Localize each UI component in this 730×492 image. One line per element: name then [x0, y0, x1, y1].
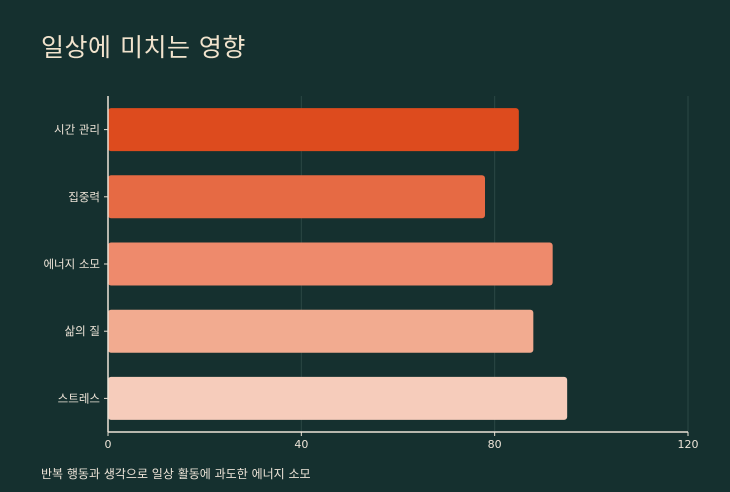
bar-2 — [108, 175, 485, 219]
bar-1 — [108, 108, 519, 152]
category-label-1: 시간 관리 — [54, 123, 100, 137]
category-label-2: 집중력 — [68, 190, 100, 204]
x-tick-label-120: 120 — [678, 438, 699, 451]
bar-4 — [108, 309, 534, 353]
x-tick-label-40: 40 — [294, 438, 308, 451]
chart-title: 일상에 미치는 영향 — [41, 33, 246, 62]
bar-3 — [108, 242, 553, 286]
category-label-3: 에너지 소모 — [43, 257, 100, 271]
axes — [104, 96, 689, 436]
category-label-4: 삶의 질 — [65, 324, 100, 338]
x-tick-labels: 0 40 80 120 — [105, 438, 699, 451]
chart-caption: 반복 행동과 생각으로 일상 활동에 과도한 에너지 소모 — [41, 467, 311, 481]
bar-5 — [108, 376, 568, 420]
category-label-5: 스트레스 — [58, 391, 100, 405]
bars — [108, 108, 568, 420]
x-tick-label-80: 80 — [488, 438, 502, 451]
x-tick-label-0: 0 — [105, 438, 112, 451]
